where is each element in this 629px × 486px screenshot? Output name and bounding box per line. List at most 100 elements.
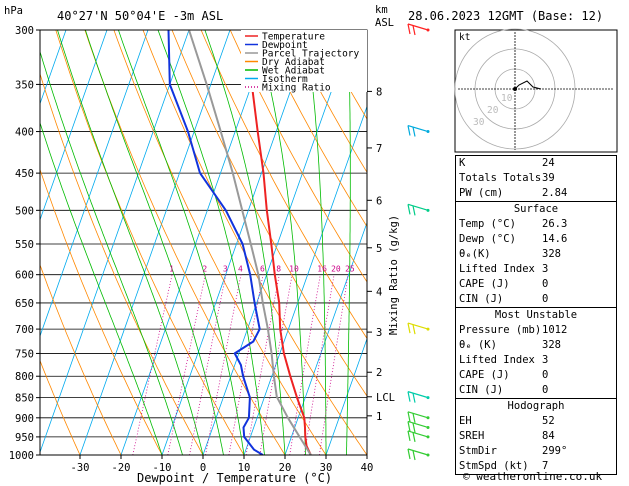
- dry-adiabat-line: [40, 72, 204, 455]
- index-value: 299°: [542, 445, 568, 457]
- legend-entry: Dewpoint: [262, 40, 308, 51]
- index-label: Lifted Index: [459, 263, 535, 275]
- isotherm-line: [40, 30, 67, 105]
- wind-barb-flag: [412, 450, 416, 461]
- wind-barb-flag: [412, 205, 416, 216]
- index-label: CAPE (J): [459, 369, 510, 381]
- wet-adiabat-line: [346, 30, 351, 455]
- pressure-tick-label: 900: [15, 413, 34, 425]
- index-label: SREH: [459, 430, 485, 442]
- dry-adiabat-line: [229, 30, 367, 283]
- wind-barb-flag: [412, 126, 416, 137]
- index-value: 24: [542, 157, 555, 169]
- background-lines: [40, 30, 367, 455]
- location-title: 40°27'N 50°04'E -3m ASL: [57, 9, 223, 23]
- mixing-ratio-label: 3: [223, 265, 228, 274]
- hodograph-unit: kt: [459, 32, 470, 43]
- series-line-parcel-trajectory: [188, 30, 312, 455]
- km-label: km: [375, 4, 388, 16]
- index-label: StmSpd (kt): [459, 460, 529, 472]
- wet-adiabat-line: [157, 30, 265, 455]
- wet-adiabat-line: [204, 30, 286, 455]
- index-label: StmDir: [459, 445, 497, 457]
- mixing-ratio-line: [167, 274, 206, 455]
- wind-barb-dot: [426, 208, 430, 212]
- index-value: 26.3: [542, 218, 568, 230]
- x-tick-label: -10: [153, 462, 172, 474]
- mixing-ratio-line: [132, 274, 173, 455]
- wind-barb-shaft: [407, 448, 429, 456]
- mu-row: Pressure (mb) 1012: [456, 323, 616, 338]
- index-value: 39: [542, 172, 555, 184]
- dry-adiabat-line: [84, 30, 286, 455]
- mixing-ratio-axis-label: Mixing Ratio (g/kg): [388, 215, 400, 335]
- mixing-ratio-label: 10: [289, 265, 299, 274]
- isotherm-line: [325, 337, 367, 455]
- mixing-ratio-line: [289, 274, 321, 455]
- isotherm-line: [79, 30, 231, 455]
- wind-barb-flag: [407, 125, 411, 136]
- km-tick-label: 4: [376, 286, 382, 298]
- legend-entry: Parcel Trajectory: [262, 49, 360, 60]
- index-value: 0: [542, 278, 549, 290]
- pressure-tick-label: 700: [15, 324, 34, 336]
- wind-barb-flag: [412, 432, 416, 443]
- mixing-ratio-line: [259, 274, 293, 455]
- wet-adiabat-line: [256, 30, 306, 455]
- mixing-ratio-label: 8: [276, 265, 281, 274]
- pressure-tick-label: 800: [15, 371, 34, 383]
- isotherm-line: [40, 30, 149, 338]
- wet-adiabat-line: [40, 121, 163, 455]
- dry-adiabat-line: [40, 263, 122, 455]
- index-value: 3: [542, 263, 549, 275]
- mixing-ratio-label: 4: [238, 265, 243, 274]
- legend-entry: Dry Adiabat: [262, 57, 325, 68]
- wind-barb-dot: [426, 416, 430, 420]
- mixing-ratio-line: [318, 274, 349, 455]
- wind-barb-shaft: [407, 411, 429, 419]
- dry-adiabat-line: [40, 359, 81, 455]
- pressure-tick-label: 400: [15, 127, 34, 139]
- isotherm-line: [202, 30, 354, 455]
- index-label: Dewp (°C): [459, 233, 516, 245]
- pressure-tick-label: 850: [15, 393, 34, 405]
- km-tick-label: 8: [376, 86, 382, 98]
- wind-barb-dot: [426, 453, 430, 457]
- wind-barb-flag: [407, 430, 411, 442]
- wind-barb-shaft: [407, 203, 429, 211]
- hodo-row: EH 52: [456, 414, 616, 429]
- mu-row: CAPE (J) 0: [456, 368, 616, 383]
- mixing-ratio-line: [245, 274, 280, 455]
- dry-adiabat-line: [287, 30, 367, 174]
- index-value: 1012: [542, 324, 568, 336]
- legend-entry: Wet Adiabat: [262, 66, 325, 77]
- legend-entry: Isotherm: [262, 74, 308, 85]
- isotherm-line: [40, 30, 190, 454]
- index-label: CIN (J): [459, 384, 504, 396]
- km-tick-label: 1: [376, 411, 382, 423]
- wind-barb-flag: [407, 322, 411, 334]
- x-tick-label: 0: [200, 462, 206, 474]
- hodograph-ring-label: 10: [501, 93, 513, 104]
- legend-entry: Temperature: [262, 32, 325, 43]
- wet-adiabat-line: [40, 50, 183, 455]
- plot-frame: [39, 29, 368, 456]
- index-value: 328: [542, 248, 561, 260]
- surface-row: Lifted Index 3: [456, 262, 616, 277]
- index-value: 14.6: [542, 233, 568, 245]
- dry-adiabat-line: [142, 30, 367, 455]
- hodograph-indices-box: Hodograph EH 52 SREH 84 StmDir 299° StmSpd …: [455, 399, 617, 475]
- surface-row: θₑ(K) 328: [456, 247, 616, 262]
- wind-barb-flag: [407, 204, 411, 215]
- isotherm-line: [243, 105, 367, 455]
- mixing-ratio-line: [189, 274, 227, 455]
- wind-barb-shaft: [407, 391, 429, 399]
- series-line-temperature: [241, 30, 312, 455]
- index-row-k: K 24: [456, 156, 616, 171]
- km-tick-label: 2: [376, 367, 382, 379]
- asl-label: ASL: [375, 17, 394, 29]
- isotherm-line: [161, 30, 313, 455]
